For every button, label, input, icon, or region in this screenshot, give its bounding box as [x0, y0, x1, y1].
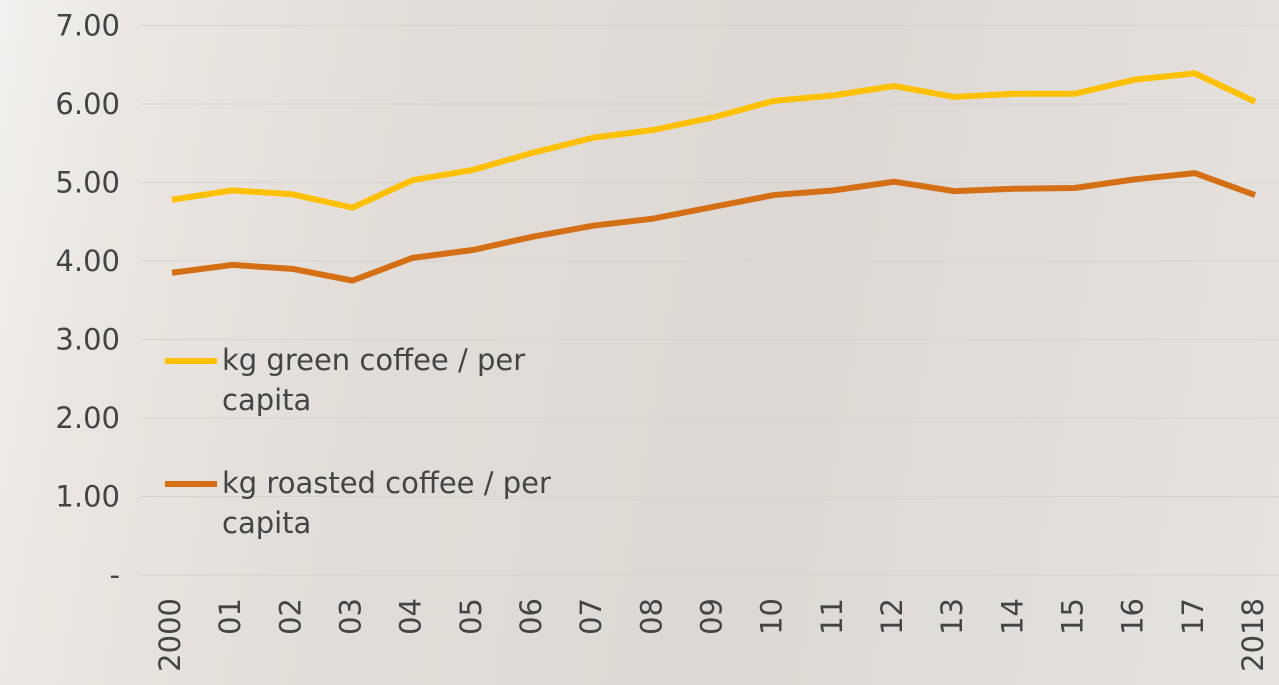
legend-item: kg roasted coffee / per capita — [160, 463, 600, 543]
x-tick-label: 04 — [394, 598, 428, 635]
x-tick-label: 03 — [334, 598, 368, 635]
y-tick-label: 1.00 — [55, 480, 120, 514]
y-tick-label: 3.00 — [55, 323, 120, 357]
x-tick-label: 07 — [574, 598, 608, 635]
x-tick-label: 09 — [695, 598, 729, 635]
y-tick-label: 6.00 — [55, 87, 120, 121]
series-line — [171, 170, 1257, 284]
x-tick-label: 2018 — [1236, 598, 1270, 672]
series-line — [171, 70, 1257, 211]
y-tick-label: 2.00 — [55, 401, 120, 435]
x-tick-label: 17 — [1176, 598, 1210, 635]
x-tick-label: 06 — [514, 598, 548, 635]
x-tick-label: 15 — [1056, 598, 1090, 635]
x-tick-label: 02 — [273, 598, 307, 635]
x-tick-label: 16 — [1116, 598, 1150, 635]
y-tick-label: 5.00 — [55, 166, 120, 200]
x-tick-label: 13 — [935, 598, 969, 635]
x-tick-label: 12 — [875, 598, 909, 635]
y-tick-label: 7.00 — [55, 9, 120, 43]
y-tick-label: 4.00 — [55, 244, 120, 278]
legend-item: kg green coffee / per capita — [160, 340, 600, 420]
legend-label: kg roasted coffee / per capita — [222, 466, 551, 540]
y-tick-label: - — [110, 558, 120, 592]
x-tick-label: 01 — [213, 598, 247, 635]
legend-swatch — [165, 358, 217, 364]
x-tick-label: 14 — [995, 598, 1029, 635]
x-tick-label: 05 — [454, 598, 488, 635]
x-tick-label: 11 — [815, 598, 849, 635]
legend-swatch — [165, 481, 217, 487]
x-tick-label: 08 — [634, 598, 668, 635]
legend-label: kg green coffee / per capita — [222, 343, 526, 417]
x-tick-label: 10 — [755, 598, 789, 635]
x-tick-label: 2000 — [153, 598, 187, 672]
